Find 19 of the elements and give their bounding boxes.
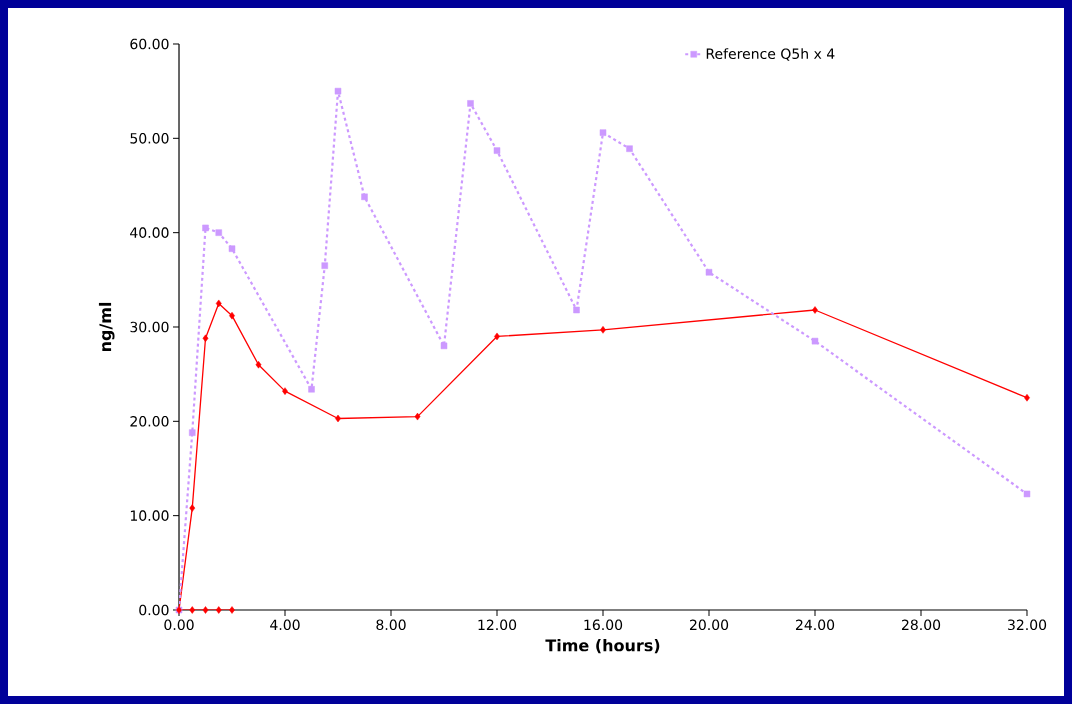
y-tick-label: 0.00 xyxy=(139,604,169,616)
x-tick-label: 28.00 xyxy=(901,619,941,631)
y-tick-label: 50.00 xyxy=(130,133,169,144)
legend-label: Reference Q5h x 4 xyxy=(706,48,835,61)
x-tick-label: 4.00 xyxy=(270,619,300,631)
y-tick-label: 20.00 xyxy=(130,416,169,427)
x-tick-label: 8.00 xyxy=(376,619,406,631)
y-tick-label: 40.00 xyxy=(130,227,169,238)
x-tick-label: 32.00 xyxy=(1008,619,1047,631)
x-tick-label: 20.00 xyxy=(689,619,729,631)
x-tick-label: 24.00 xyxy=(795,619,835,631)
y-tick-label: 60.00 xyxy=(130,38,169,50)
y-axis-title: ng/ml xyxy=(98,302,115,352)
y-tick-label: 30.00 xyxy=(130,321,169,333)
x-tick-label: 0.00 xyxy=(164,619,194,631)
x-tick-label: 16.00 xyxy=(584,619,623,631)
x-tick-label: 12.00 xyxy=(478,619,517,631)
x-axis-title: Time (hours) xyxy=(545,638,660,654)
y-tick-label: 10.00 xyxy=(130,510,169,521)
